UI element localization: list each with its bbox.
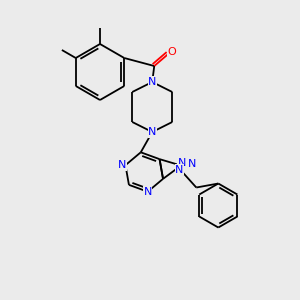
- Text: N: N: [148, 127, 156, 137]
- Text: N: N: [175, 164, 184, 175]
- Text: N: N: [118, 160, 127, 170]
- Text: N: N: [143, 187, 152, 197]
- Text: O: O: [168, 47, 177, 57]
- Text: N: N: [178, 158, 186, 168]
- Text: N: N: [188, 160, 196, 170]
- Text: N: N: [148, 77, 156, 87]
